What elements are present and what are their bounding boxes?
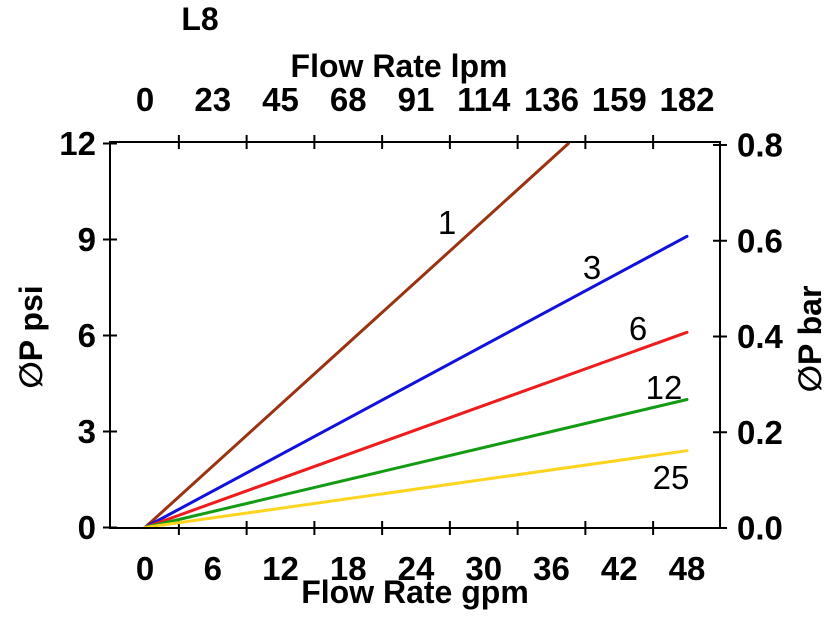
- left-axis-title: ∅P psi: [13, 285, 49, 388]
- series-line-3: [143, 234, 689, 529]
- top-tick-label: 114: [457, 81, 511, 118]
- bottom-tick-label: 36: [533, 550, 570, 587]
- series-label-6: 6: [629, 310, 647, 347]
- top-tick-label: 45: [262, 81, 299, 118]
- bottom-tick-label: 30: [465, 550, 502, 587]
- top-tick-label: 136: [524, 81, 579, 118]
- series-label-12: 12: [646, 369, 683, 406]
- bottom-tick-label: 6: [204, 550, 222, 587]
- right-tick-label: 0.8: [737, 127, 783, 164]
- chart-title: L8: [181, 1, 218, 37]
- top-tick-label: 0: [136, 81, 154, 118]
- right-tick-label: 0.2: [737, 414, 783, 451]
- left-tick-label: 0: [78, 509, 96, 546]
- series-label-1: 1: [438, 204, 456, 241]
- plot-area: 0062312451868249130114361364215948182036…: [59, 81, 783, 587]
- bottom-tick-label: 42: [601, 550, 638, 587]
- bottom-tick-label: 48: [669, 550, 706, 587]
- left-tick-label: 6: [78, 317, 96, 354]
- series-label-25: 25: [653, 459, 690, 496]
- top-tick-label: 182: [659, 81, 714, 118]
- bottom-axis-title: Flow Rate gpm: [301, 574, 529, 610]
- right-tick-label: 0.6: [737, 222, 783, 259]
- series-line-6: [143, 330, 689, 529]
- series-line-12: [143, 398, 689, 529]
- plot-frame: [109, 141, 721, 529]
- top-tick-label: 91: [398, 81, 435, 118]
- left-tick-label: 3: [78, 413, 96, 450]
- series-line-25: [143, 449, 689, 529]
- top-axis-title: Flow Rate lpm: [291, 48, 508, 84]
- right-axis-title: ∅P bar: [792, 286, 828, 393]
- top-tick-label: 23: [194, 81, 231, 118]
- top-tick-label: 159: [592, 81, 647, 118]
- bottom-tick-label: 0: [136, 550, 154, 587]
- right-tick-label: 0.0: [737, 510, 783, 547]
- bottom-tick-label: 12: [262, 550, 299, 587]
- left-tick-label: 9: [78, 221, 96, 258]
- series-line-1: [143, 142, 570, 529]
- left-tick-label: 12: [59, 125, 96, 162]
- bottom-tick-label: 24: [398, 550, 435, 587]
- right-tick-label: 0.4: [737, 318, 784, 355]
- bottom-tick-label: 18: [330, 550, 367, 587]
- top-tick-label: 68: [330, 81, 367, 118]
- series-label-3: 3: [583, 249, 601, 286]
